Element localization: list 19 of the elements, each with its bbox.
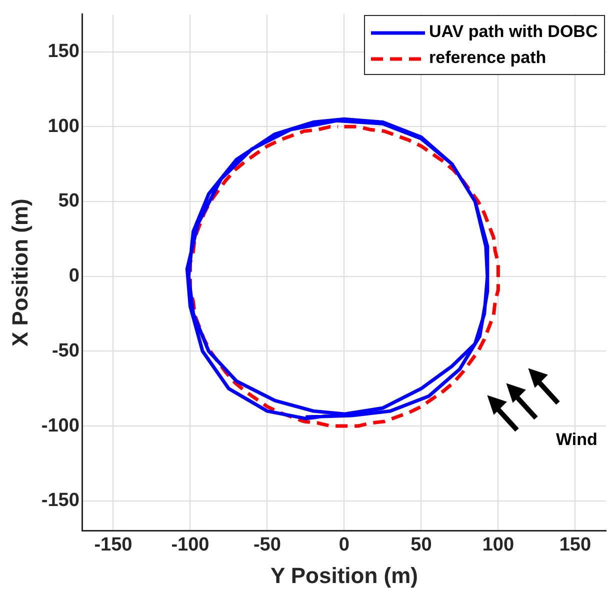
x-axis-title: Y Position (m) [270,562,418,588]
x-tick-label: 100 [482,534,514,556]
y-axis-title: X Position (m) [7,198,32,347]
y-tick-label: -100 [41,415,80,436]
x-tick-label: -50 [253,534,281,556]
x-tick-label: -100 [171,534,210,556]
x-tick-label: 50 [410,534,432,556]
y-tick-label: 0 [68,266,80,287]
legend-label: UAV path with DOBC [429,22,598,42]
x-tick-label: -150 [94,534,132,556]
x-tick-label: 0 [338,534,350,556]
y-tick-label: 50 [58,190,80,212]
annotation: Wind [556,430,598,450]
y-tick-label: 100 [48,116,80,137]
y-tick-label: -150 [41,490,80,512]
x-tick-label: 150 [559,534,592,556]
legend-label: reference path [429,48,546,68]
y-tick-label: 150 [48,41,80,62]
y-tick-label: -50 [52,340,80,362]
